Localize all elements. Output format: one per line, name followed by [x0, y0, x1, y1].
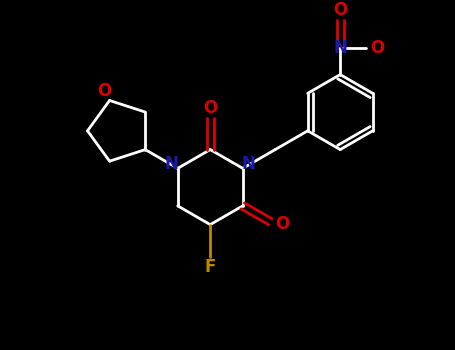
Text: N: N: [165, 155, 179, 173]
Text: N: N: [333, 39, 347, 57]
Text: O: O: [275, 215, 289, 233]
Text: F: F: [205, 258, 216, 276]
Text: N: N: [242, 155, 256, 173]
Text: O: O: [370, 39, 384, 57]
Text: O: O: [333, 1, 347, 19]
Text: O: O: [97, 82, 112, 100]
Text: O: O: [203, 99, 217, 117]
